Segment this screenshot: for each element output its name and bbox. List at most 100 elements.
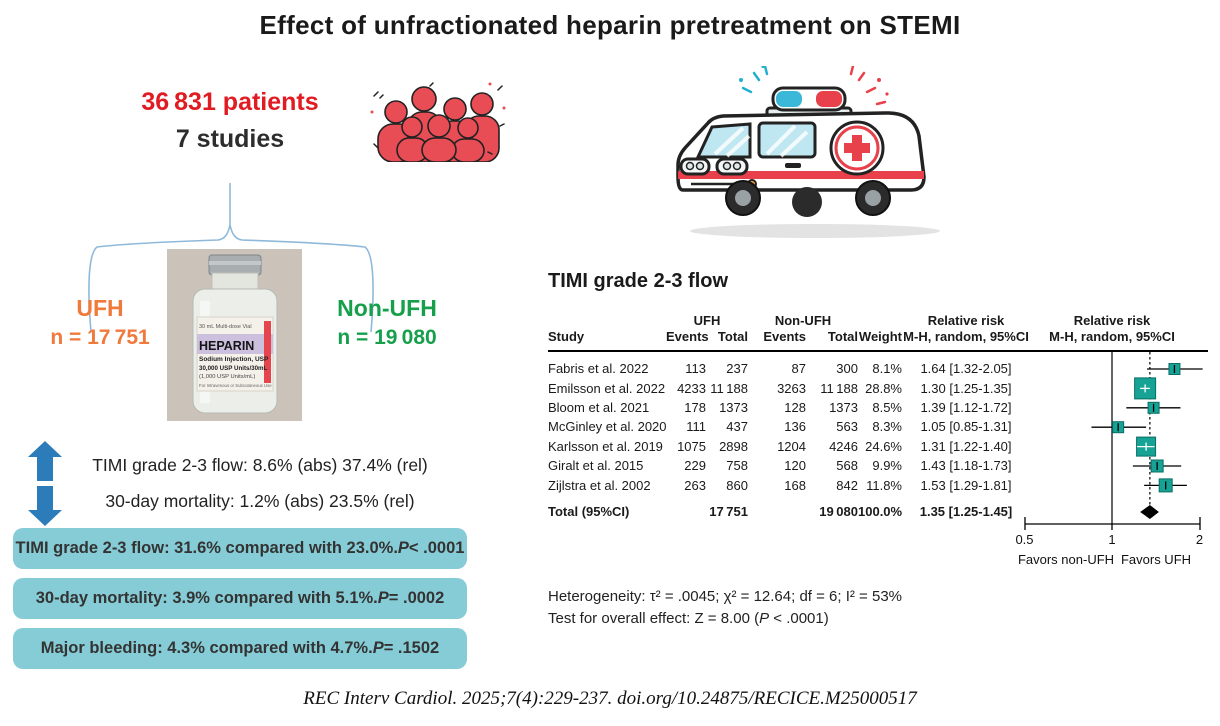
table-cell: Fabris et al. 2022 bbox=[548, 361, 649, 377]
forest-table-body: Fabris et al. 2022 113 237 87 300 8.1% 1.64 [1… bbox=[548, 359, 1030, 495]
table-cell: 1.64 [1.32-2.05] bbox=[920, 361, 1012, 377]
table-cell: 11 188 bbox=[710, 380, 748, 396]
table-cell: 1075 bbox=[677, 438, 706, 454]
table-cell: Bloom et al. 2021 bbox=[548, 399, 650, 415]
heparin-vial-image: 30 mL Multi-dose Vial HEPARIN Sodium Inj… bbox=[167, 249, 302, 421]
x-axis bbox=[1024, 517, 1201, 530]
rr-head-line2: M-H, random, 95%CI bbox=[1049, 329, 1175, 344]
svg-text:HEPARIN: HEPARIN bbox=[199, 339, 254, 353]
p-value: < .0001 bbox=[408, 539, 465, 557]
table-cell: 1.43 [1.18-1.73] bbox=[920, 458, 1012, 474]
table-cell: 136 bbox=[784, 419, 806, 435]
table-cell: 111 bbox=[686, 419, 706, 435]
col-head-relative-risk: Relative risk M-H, random, 95%CI bbox=[902, 313, 1030, 345]
table-cell: 11 188 bbox=[820, 380, 858, 396]
axis-tick-label: 2 bbox=[1196, 532, 1203, 547]
svg-text:30 mL Multi-dose Vial: 30 mL Multi-dose Vial bbox=[199, 324, 252, 330]
table-cell: 87 bbox=[791, 361, 806, 377]
total-weight: 100.0% bbox=[858, 504, 903, 520]
rr-head-line1: Relative risk bbox=[927, 313, 1005, 328]
rr-head-line1: Relative risk bbox=[1073, 313, 1151, 328]
table-cell: 120 bbox=[784, 458, 806, 474]
p-value: = .1502 bbox=[383, 639, 440, 657]
overall-effect-line: Test for overall effect: Z = 8.00 (P < .… bbox=[548, 608, 902, 630]
table-cell: 229 bbox=[684, 458, 706, 474]
col-head-ufh-total: Total bbox=[717, 329, 748, 345]
nonufh-name: Non-UFH bbox=[337, 295, 437, 321]
p-symbol: P bbox=[397, 539, 409, 557]
ufh-name: UFH bbox=[76, 295, 124, 321]
table-cell: 2898 bbox=[719, 438, 748, 454]
col-group-ufh: UFH bbox=[693, 313, 721, 328]
forest-table-row: Karlsson et al. 2019 1075 2898 1204 4246 24.6… bbox=[548, 437, 1030, 456]
result-box-timi: TIMI grade 2-3 flow: 31.6% compared with… bbox=[13, 528, 467, 569]
table-cell: 4233 bbox=[677, 380, 706, 396]
table-cell: 8.1% bbox=[872, 361, 902, 377]
table-cell: 3263 bbox=[777, 380, 806, 396]
effect-line-mortality: 30-day mortality: 1.2% (abs) 23.5% (rel) bbox=[105, 491, 415, 511]
table-cell: 1204 bbox=[777, 438, 806, 454]
p-symbol: P bbox=[759, 610, 770, 627]
table-cell: 568 bbox=[836, 458, 858, 474]
table-cell: 8.3% bbox=[872, 419, 902, 435]
forest-table-row: Emilsson et al. 2022 4233 11 188 3263 11 188… bbox=[548, 378, 1030, 397]
arrow-down-icon bbox=[28, 486, 62, 526]
table-cell: 1.39 [1.12-1.72] bbox=[920, 399, 1012, 415]
split-brace bbox=[88, 183, 374, 333]
table-cell: 1.30 [1.25-1.35] bbox=[920, 380, 1012, 396]
heterogeneity-line: Heterogeneity: τ² = .0045; χ² = 12.64; d… bbox=[548, 588, 903, 605]
svg-text:For Intravenous or Subcutaneou: For Intravenous or Subcutaneous Use bbox=[199, 383, 272, 388]
p-symbol: P bbox=[377, 589, 389, 607]
overall-effect-pre: Test for overall effect: Z = 8.00 ( bbox=[548, 610, 760, 627]
table-cell: 1.53 [1.29-1.81] bbox=[920, 477, 1012, 493]
table-cell: 842 bbox=[836, 477, 858, 493]
page-title: Effect of unfractionated heparin pretrea… bbox=[259, 10, 961, 40]
table-cell: 1.05 [0.85-1.31] bbox=[920, 419, 1012, 435]
favors-left-label: Favors non-UFH bbox=[1018, 552, 1114, 567]
nonufh-n: n = 19 080 bbox=[337, 326, 437, 349]
p-symbol: P bbox=[372, 639, 384, 657]
table-cell: 24.6% bbox=[865, 438, 902, 454]
patients-count: 36 831 patients bbox=[141, 88, 319, 116]
table-cell: Zijlstra et al. 2002 bbox=[548, 477, 651, 493]
table-cell: Giralt et al. 2015 bbox=[548, 458, 644, 474]
effect-line-timi: TIMI grade 2-3 flow: 8.6% (abs) 37.4% (r… bbox=[92, 455, 428, 475]
svg-text:30,000 USP Units/30mL: 30,000 USP Units/30mL bbox=[199, 365, 268, 372]
result-box-bleeding-text: Major bleeding: 4.3% compared with 4.7%. bbox=[40, 639, 373, 657]
table-cell: McGinley et al. 2020 bbox=[548, 419, 667, 435]
nonufh-arm-label: Non-UFH n = 19 080 bbox=[312, 295, 462, 350]
citation: REC Interv Cardiol. 2025;7(4):229-237. d… bbox=[303, 688, 917, 709]
table-cell: 128 bbox=[784, 399, 806, 415]
rr-head-line2: M-H, random, 95%CI bbox=[903, 329, 1029, 344]
col-head-study: Study bbox=[548, 329, 585, 345]
ufh-arm-label: UFH n = 17 751 bbox=[25, 295, 175, 350]
forest-plot: 0.5 1 2 Favors non-UFH Favors UFH bbox=[1015, 352, 1203, 567]
table-cell: 263 bbox=[684, 477, 706, 493]
pooled-diamond bbox=[1140, 505, 1159, 519]
table-cell: 563 bbox=[836, 419, 858, 435]
table-cell: 9.9% bbox=[872, 458, 902, 474]
forest-table-row: McGinley et al. 2020 111 437 136 563 8.3% 1.05… bbox=[548, 417, 1030, 436]
ambulance-icon bbox=[676, 66, 940, 238]
table-cell: Emilsson et al. 2022 bbox=[548, 380, 666, 396]
result-box-mortality-text: 30-day mortality: 3.9% compared with 5.1… bbox=[35, 589, 378, 607]
total-label: Total (95%CI) bbox=[548, 504, 630, 520]
statistics-block: Heterogeneity: τ² = .0045; χ² = 12.64; d… bbox=[548, 586, 902, 630]
table-cell: 437 bbox=[726, 419, 748, 435]
col-head-nonufh-events: Events bbox=[763, 329, 806, 345]
table-cell: 4246 bbox=[829, 438, 858, 454]
table-cell: 1.31 [1.22-1.40] bbox=[920, 438, 1012, 454]
col-head-weight: Weight bbox=[858, 329, 902, 345]
table-cell: 168 bbox=[784, 477, 806, 493]
forest-section-title: TIMI grade 2-3 flow bbox=[548, 270, 729, 292]
arrow-up-icon bbox=[28, 441, 62, 481]
col-group-nonufh: Non-UFH bbox=[774, 313, 832, 328]
axis-tick-label: 1 bbox=[1108, 532, 1115, 547]
table-cell: 237 bbox=[726, 361, 748, 377]
result-box-bleeding: Major bleeding: 4.3% compared with 4.7%.… bbox=[13, 628, 467, 669]
table-cell: 113 bbox=[685, 361, 706, 377]
table-cell: 300 bbox=[836, 361, 858, 377]
total-ufh: 17 751 bbox=[709, 504, 748, 520]
table-cell: 758 bbox=[726, 458, 748, 474]
patients-summary: 36 831 patients 7 studies bbox=[95, 88, 365, 154]
